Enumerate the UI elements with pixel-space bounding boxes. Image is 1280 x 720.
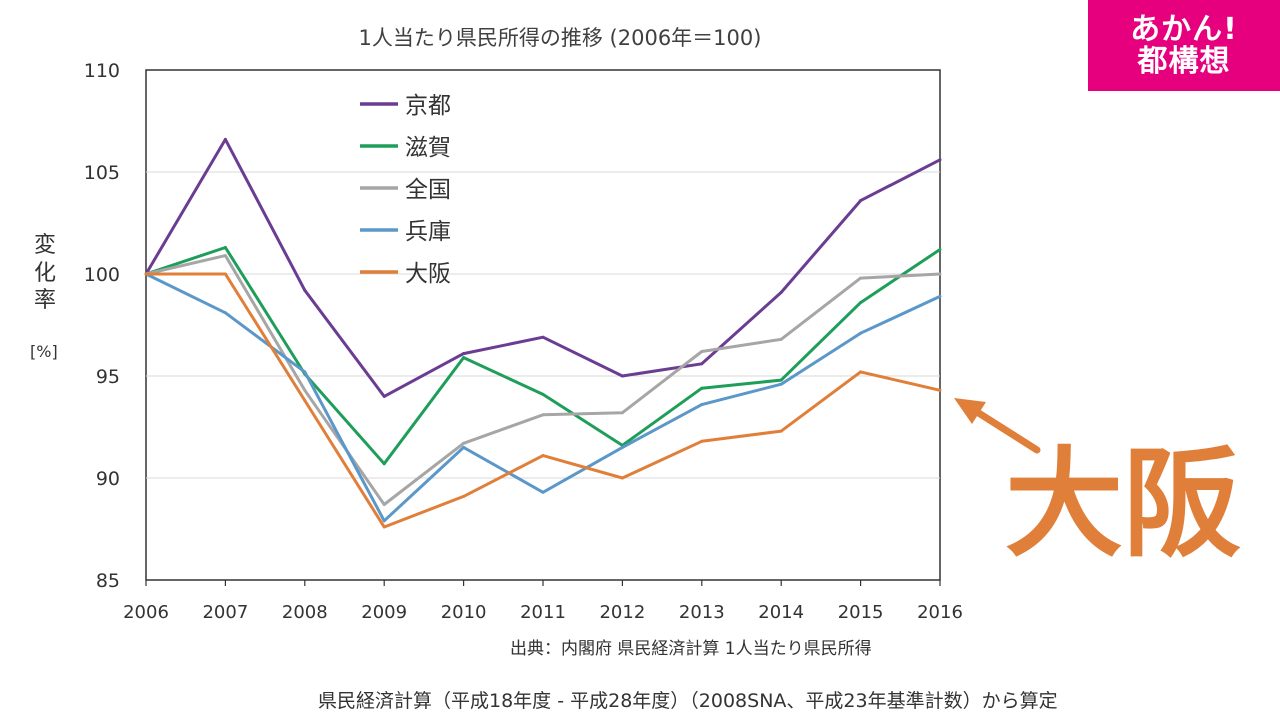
highlight-label: 大阪 — [1005, 435, 1242, 573]
data-point — [382, 394, 386, 398]
data-point — [859, 370, 863, 374]
y-tick-label: 85 — [96, 570, 120, 592]
chart-title: 1人当たり県民所得の推移 (2006年＝100) — [359, 26, 762, 50]
data-point — [382, 462, 386, 466]
data-point — [779, 378, 783, 382]
legend-label: 大阪 — [405, 261, 451, 287]
x-tick-label: 2015 — [838, 602, 884, 623]
data-point — [859, 301, 863, 305]
data-point — [462, 494, 466, 498]
x-tick-label: 2016 — [917, 602, 963, 623]
data-point — [223, 311, 227, 315]
x-tick-label: 2010 — [441, 602, 487, 623]
data-point — [938, 248, 942, 252]
data-point — [700, 386, 704, 390]
data-point — [620, 411, 624, 415]
data-point — [779, 290, 783, 294]
data-point — [303, 370, 307, 374]
data-point — [223, 254, 227, 258]
data-point — [541, 413, 545, 417]
data-point — [303, 388, 307, 392]
footnote: 県民経済計算（平成18年度 - 平成28年度）（2008SNA、平成23年基準計… — [318, 690, 1058, 712]
data-point — [700, 403, 704, 407]
data-point — [859, 331, 863, 335]
data-point — [541, 335, 545, 339]
data-point — [462, 441, 466, 445]
x-tick-label: 2006 — [123, 602, 169, 623]
y-axis-unit: [%] — [30, 342, 58, 361]
data-point — [700, 362, 704, 366]
y-tick-label: 110 — [84, 60, 120, 82]
data-point — [779, 337, 783, 341]
x-tick-label: 2011 — [520, 602, 566, 623]
data-point — [462, 445, 466, 449]
data-point — [620, 476, 624, 480]
data-point — [938, 294, 942, 298]
x-tick-label: 2008 — [282, 602, 328, 623]
data-point — [223, 245, 227, 249]
data-point — [462, 356, 466, 360]
data-point — [859, 276, 863, 280]
legend-label: 滋賀 — [405, 135, 451, 161]
legend-label: 兵庫 — [405, 219, 451, 245]
series-lines — [144, 137, 942, 529]
x-tick-label: 2014 — [758, 602, 804, 623]
x-tick-label: 2012 — [599, 602, 645, 623]
data-point — [303, 288, 307, 292]
badge-line2: 都構想 — [1137, 43, 1231, 79]
x-tick-label: 2013 — [679, 602, 725, 623]
y-axis-ticks: 85 90 95 100 105 110 — [84, 60, 120, 592]
data-point — [462, 352, 466, 356]
data-point — [382, 525, 386, 529]
data-point — [382, 503, 386, 507]
legend-label: 京都 — [405, 93, 451, 119]
data-point — [779, 382, 783, 386]
x-axis-ticks: 2006 2007 2008 2009 2010 2011 2012 2013 2014 2015… — [123, 580, 963, 623]
y-tick-label: 95 — [96, 366, 120, 388]
plot-area — [145, 69, 941, 581]
data-point — [223, 137, 227, 141]
gridlines — [146, 171, 940, 479]
y-tick-label: 100 — [84, 264, 120, 286]
data-point — [541, 454, 545, 458]
data-point — [223, 272, 227, 276]
data-point — [303, 398, 307, 402]
y-tick-label: 105 — [84, 162, 120, 184]
data-point — [938, 158, 942, 162]
data-point — [620, 374, 624, 378]
badge-line1: あかん! — [1130, 12, 1238, 47]
data-point — [700, 350, 704, 354]
data-point — [144, 272, 148, 276]
data-point — [620, 445, 624, 449]
y-axis-label: 変化率 — [33, 233, 56, 313]
data-point — [382, 519, 386, 523]
arrow-icon — [954, 398, 1041, 454]
x-tick-label: 2007 — [202, 602, 248, 623]
data-point — [541, 490, 545, 494]
data-point — [938, 388, 942, 392]
data-point — [938, 272, 942, 276]
x-tick-label: 2009 — [361, 602, 407, 623]
data-point — [700, 439, 704, 443]
legend-label: 全国 — [405, 177, 451, 203]
y-tick-label: 90 — [96, 468, 120, 490]
data-point — [779, 429, 783, 433]
data-point — [859, 199, 863, 203]
chart-source: 出典：内閣府 県民経済計算 1人当たり県民所得 — [510, 639, 872, 659]
campaign-badge: あかん! 都構想 — [1088, 0, 1280, 91]
data-point — [541, 392, 545, 396]
